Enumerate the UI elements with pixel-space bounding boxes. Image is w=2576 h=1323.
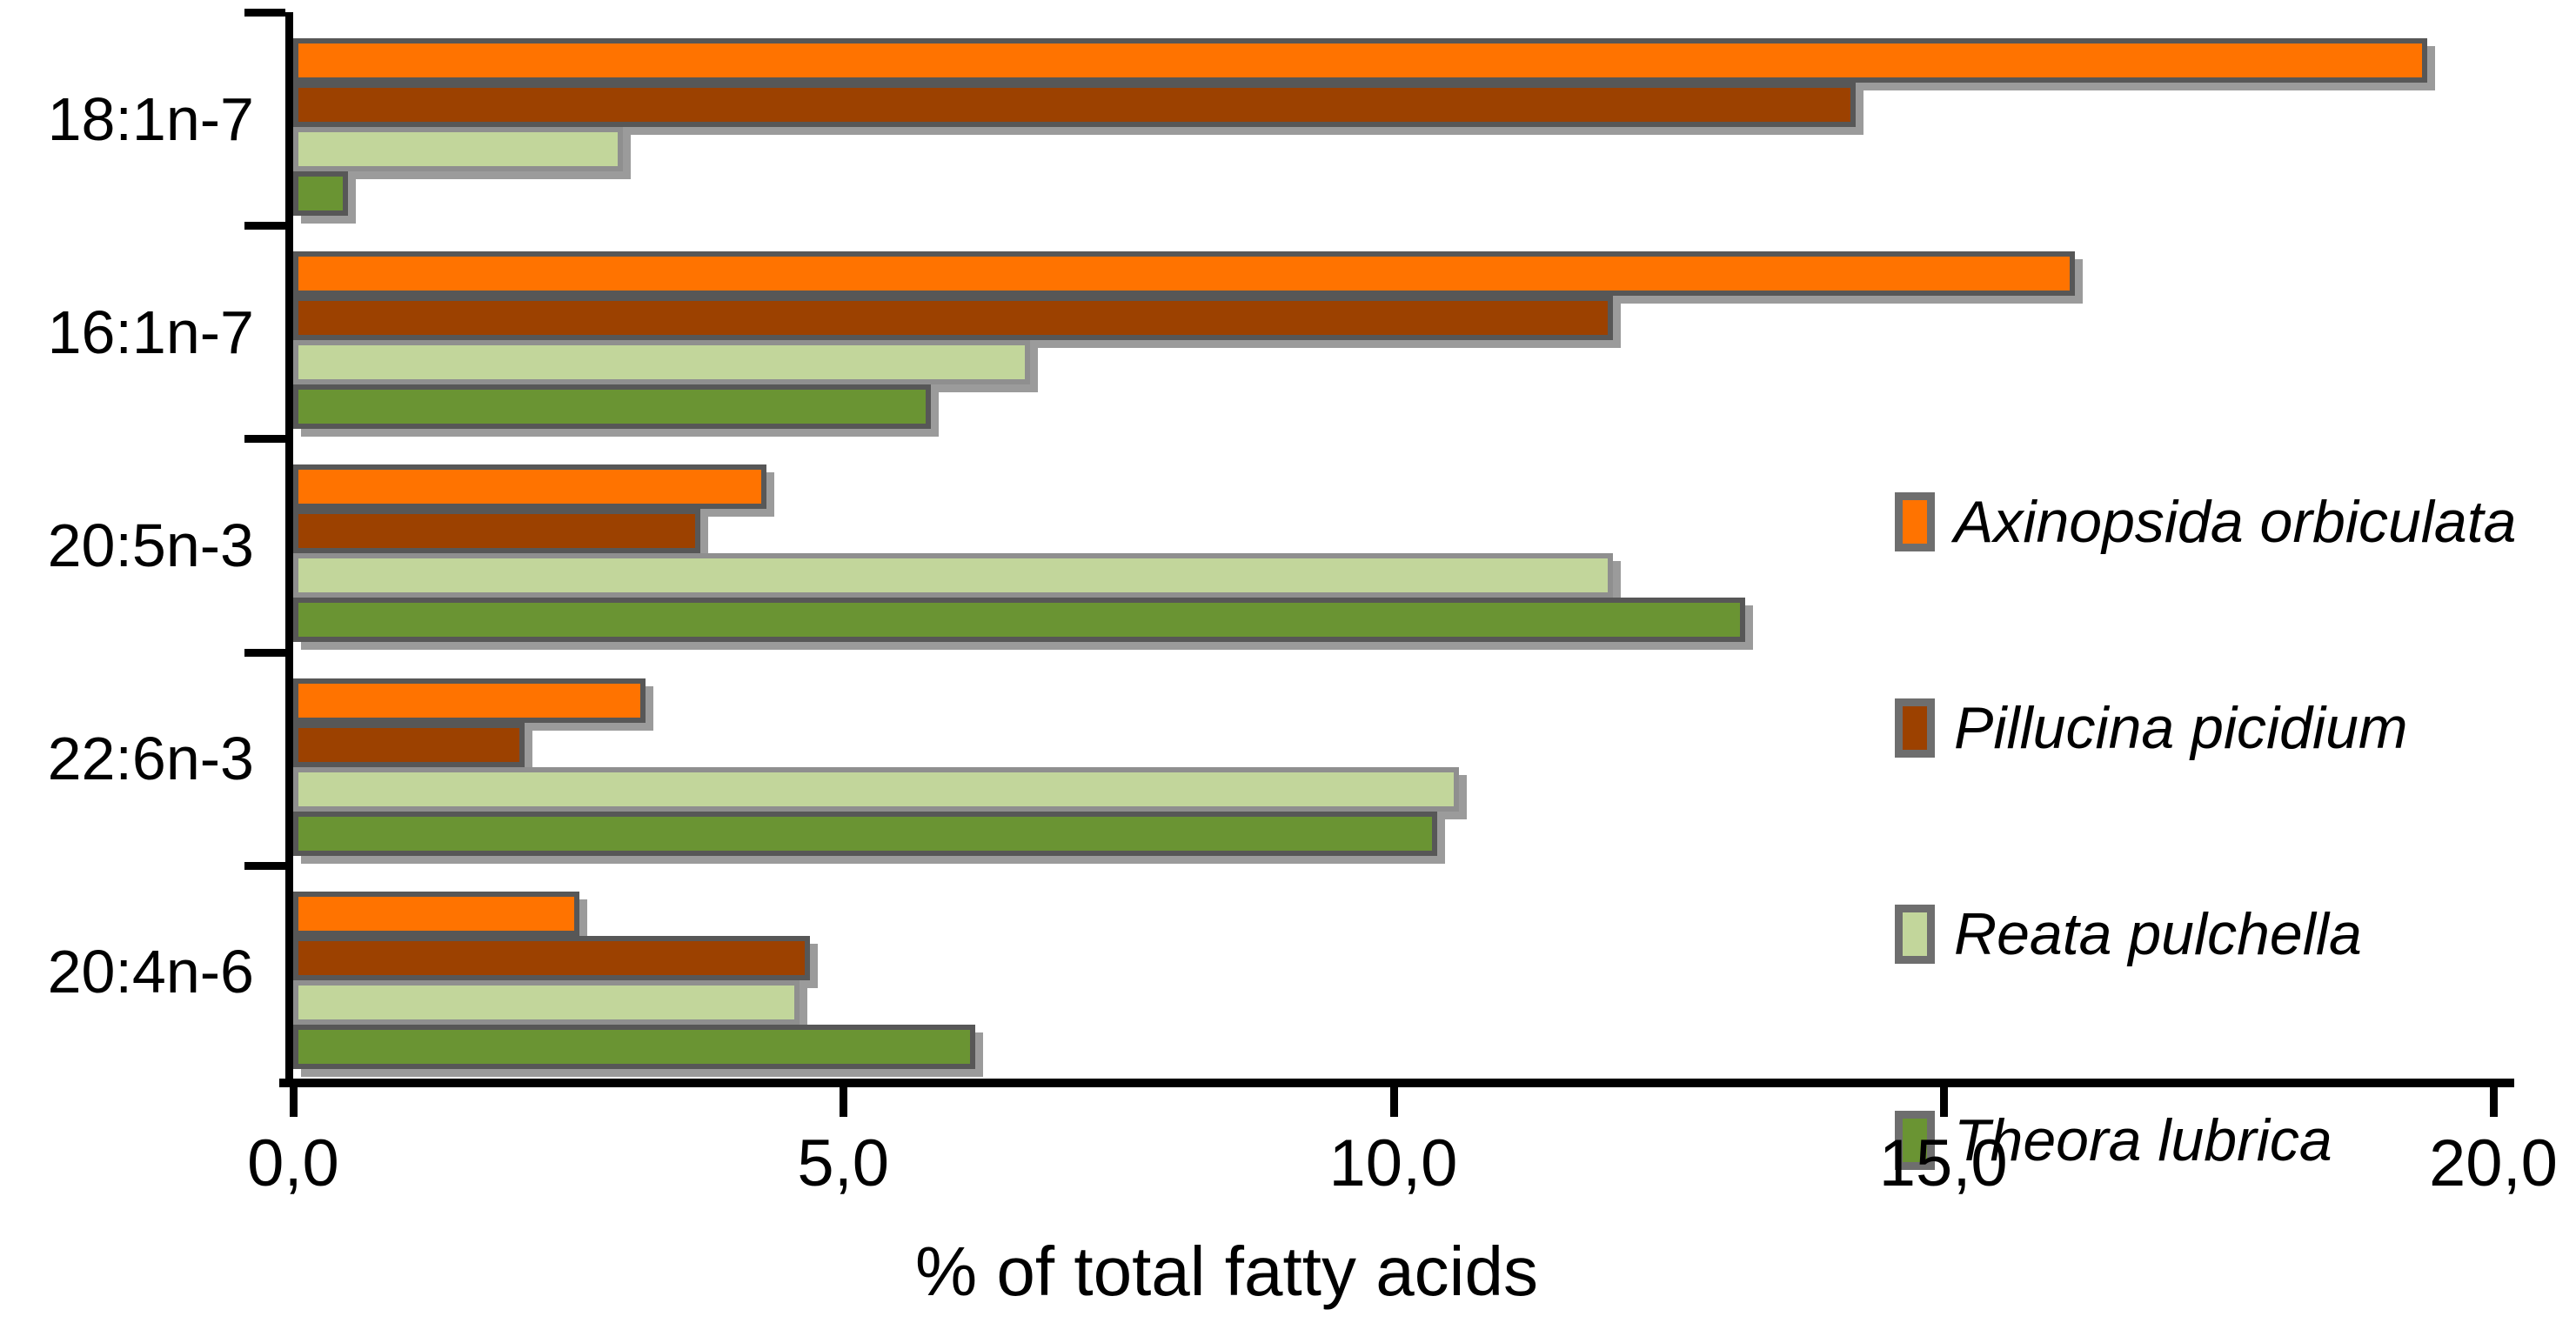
plot-area	[244, 9, 2514, 1117]
y-axis-label-20-4n-6: 20:4n-6	[47, 938, 254, 1006]
bar-theora-lubrica-18-1n-7	[293, 171, 349, 216]
bars-20-5n-3	[293, 464, 2493, 643]
y-axis-label-18-1n-7: 18:1n-7	[47, 84, 254, 153]
bar-axinopsida-orbiculata-20-5n-3	[293, 464, 766, 510]
bar-reata-pulchella-16-1n-7	[293, 340, 1031, 385]
bar-pillucina-picidium-22-6n-3	[293, 722, 525, 767]
x-axis-tick-label: 20,0	[2429, 1126, 2558, 1200]
bar-pillucina-picidium-20-5n-3	[293, 509, 700, 554]
x-axis-tick	[840, 1087, 848, 1117]
legend-item-pillucina-picidium: Pillucina picidium	[1895, 680, 2516, 776]
y-axis-label-20-5n-3: 20:5n-3	[47, 511, 254, 579]
x-axis-tick	[1939, 1087, 1948, 1117]
y-axis-label-22-6n-3: 22:6n-3	[47, 725, 254, 793]
legend-label-pillucina-picidium: Pillucina picidium	[1954, 695, 2408, 761]
bar-reata-pulchella-18-1n-7	[293, 127, 624, 171]
legend-label-reata-pulchella: Reata pulchella	[1954, 901, 2362, 967]
legend-label-axinopsida-orbiculata: Axinopsida orbiculata	[1954, 489, 2517, 555]
x-axis-line	[279, 1079, 2514, 1087]
legend-item-reata-pulchella: Reata pulchella	[1895, 886, 2516, 982]
bar-axinopsida-orbiculata-18-1n-7	[293, 38, 2428, 83]
y-axis-label-16-1n-7: 16:1n-7	[47, 297, 254, 366]
legend-marker-pillucina-picidium	[1895, 698, 1935, 758]
legend: Axinopsida orbiculata Pillucina picidium R…	[1895, 474, 2516, 1299]
bar-reata-pulchella-22-6n-3	[293, 766, 1460, 812]
bar-pillucina-picidium-18-1n-7	[293, 83, 1856, 127]
bar-theora-lubrica-22-6n-3	[293, 811, 1438, 856]
x-axis-tick	[290, 1087, 298, 1117]
bar-reata-pulchella-20-4n-6	[293, 979, 800, 1025]
legend-marker-axinopsida-orbiculata	[1895, 492, 1935, 551]
bar-theora-lubrica-16-1n-7	[293, 384, 932, 430]
x-axis-tick-label: 10,0	[1328, 1126, 1458, 1200]
bar-group-20-5n-3	[293, 438, 2493, 651]
y-axis-line	[285, 12, 293, 1086]
x-axis-tick	[1389, 1087, 1398, 1117]
bar-axinopsida-orbiculata-16-1n-7	[293, 251, 2076, 297]
legend-item-axinopsida-orbiculata: Axinopsida orbiculata	[1895, 474, 2516, 570]
bar-group-22-6n-3	[293, 652, 2493, 865]
legend-marker-theora-lubrica	[1895, 1111, 1935, 1170]
bars-22-6n-3	[293, 678, 2493, 856]
bar-reata-pulchella-20-5n-3	[293, 553, 1614, 598]
bars-20-4n-6	[293, 891, 2493, 1069]
legend-label-theora-lubrica: Theora lubrica	[1954, 1107, 2332, 1173]
bar-axinopsida-orbiculata-20-4n-6	[293, 891, 579, 936]
bar-pillucina-picidium-20-4n-6	[293, 935, 811, 980]
bar-group-20-4n-6	[293, 865, 2493, 1079]
legend-marker-reata-pulchella	[1895, 905, 1935, 964]
y-axis-tick	[244, 9, 285, 17]
bar-pillucina-picidium-16-1n-7	[293, 296, 1614, 341]
y-axis-tick	[244, 861, 285, 870]
y-axis-tick	[244, 648, 285, 657]
x-axis-tick-label: 15,0	[1878, 1126, 2008, 1200]
bar-theora-lubrica-20-4n-6	[293, 1024, 975, 1069]
bar-axinopsida-orbiculata-22-6n-3	[293, 678, 646, 723]
x-axis-tick-label: 5,0	[797, 1126, 890, 1200]
bar-theora-lubrica-20-5n-3	[293, 598, 1746, 643]
legend-item-theora-lubrica: Theora lubrica	[1895, 1092, 2516, 1188]
y-axis-tick	[244, 435, 285, 444]
x-axis-tick	[2490, 1087, 2498, 1117]
x-axis-title: % of total fatty acids	[915, 1233, 1538, 1310]
bar-group-16-1n-7	[293, 225, 2493, 438]
y-axis-tick	[244, 222, 285, 231]
bars-18-1n-7	[293, 38, 2493, 216]
x-axis-tick-label: 0,0	[247, 1126, 339, 1200]
bar-group-18-1n-7	[293, 12, 2493, 225]
bars-16-1n-7	[293, 251, 2493, 430]
